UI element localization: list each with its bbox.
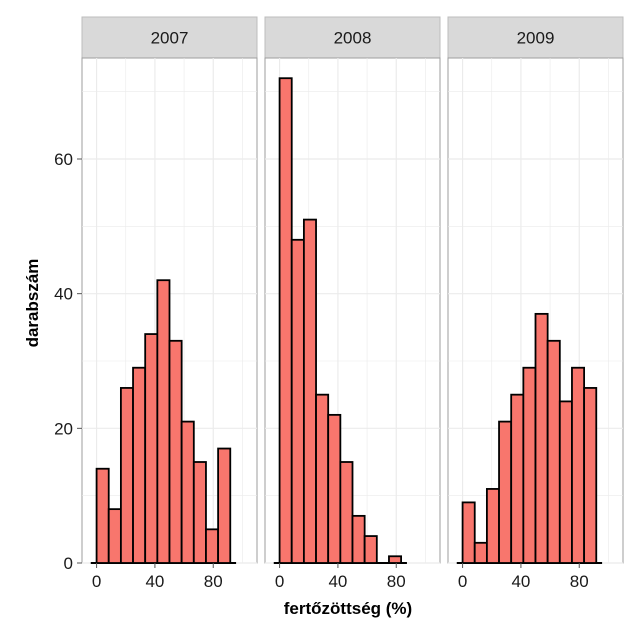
histogram-bar <box>583 387 598 564</box>
x-tick-label: 0 <box>458 572 467 591</box>
facet-strip-label: 2009 <box>517 29 555 48</box>
x-tick-label: 40 <box>511 572 530 591</box>
x-tick-label: 40 <box>328 572 347 591</box>
histogram-bar <box>327 413 342 564</box>
y-tick-label: 20 <box>54 419 73 438</box>
histogram-bar <box>119 387 134 564</box>
histogram-bar <box>205 528 220 564</box>
histogram-bar <box>339 461 354 564</box>
x-tick-label: 80 <box>570 572 589 591</box>
facet-panel-2009: 2009 0 40 80 <box>447 16 624 591</box>
histogram-bar <box>485 488 500 564</box>
histogram-bar <box>107 508 122 564</box>
histogram-bar <box>510 393 525 564</box>
histogram-bar <box>192 461 207 564</box>
axis-layer: 0 20 40 60 <box>54 150 82 573</box>
facet-strip-label: 2008 <box>334 29 372 48</box>
x-axis-title: fertőzöttség (%) <box>284 599 412 618</box>
histogram-bar <box>388 555 403 564</box>
histogram-bar <box>461 501 476 564</box>
histogram-bar <box>558 400 573 564</box>
facet-strip <box>447 16 624 59</box>
histogram-bar <box>315 393 330 564</box>
histogram-bar <box>351 514 366 564</box>
x-tick-label: 0 <box>275 572 284 591</box>
histogram-bar <box>473 541 488 564</box>
facet-panel-2008: 2008 0 40 80 <box>264 16 441 591</box>
histogram-bar <box>522 366 537 564</box>
x-tick-label: 80 <box>204 572 223 591</box>
panels-layer: 2007 0 40 80 2008 0 40 80 2009 0 40 80 <box>81 16 624 591</box>
x-tick-label: 0 <box>92 572 101 591</box>
histogram-bar <box>302 218 317 564</box>
x-tick-label: 80 <box>387 572 406 591</box>
histogram-bar <box>180 420 195 564</box>
x-tick-label: 40 <box>145 572 164 591</box>
facet-panel-2007: 2007 0 40 80 <box>81 16 258 591</box>
y-tick-label: 40 <box>54 285 73 304</box>
facet-strip <box>81 16 258 59</box>
y-axis-title: darabszám <box>23 259 42 348</box>
histogram-bar <box>546 339 561 564</box>
histogram-bar <box>498 420 513 564</box>
histogram-bar <box>278 77 293 564</box>
histogram-bar <box>363 535 378 564</box>
histogram-bar <box>156 279 171 564</box>
histogram-bar <box>144 333 159 564</box>
facet-strip-label: 2007 <box>151 29 189 48</box>
y-tick-label: 0 <box>64 554 73 573</box>
histogram-bar <box>534 312 549 564</box>
facet-strip <box>264 16 441 59</box>
histogram-bar <box>95 467 110 564</box>
y-tick-label: 60 <box>54 150 73 169</box>
histogram-bar <box>132 366 147 564</box>
histogram-bar <box>290 238 305 564</box>
histogram-bar <box>571 366 586 564</box>
histogram-bar <box>217 447 232 564</box>
histogram-bar <box>168 339 183 564</box>
